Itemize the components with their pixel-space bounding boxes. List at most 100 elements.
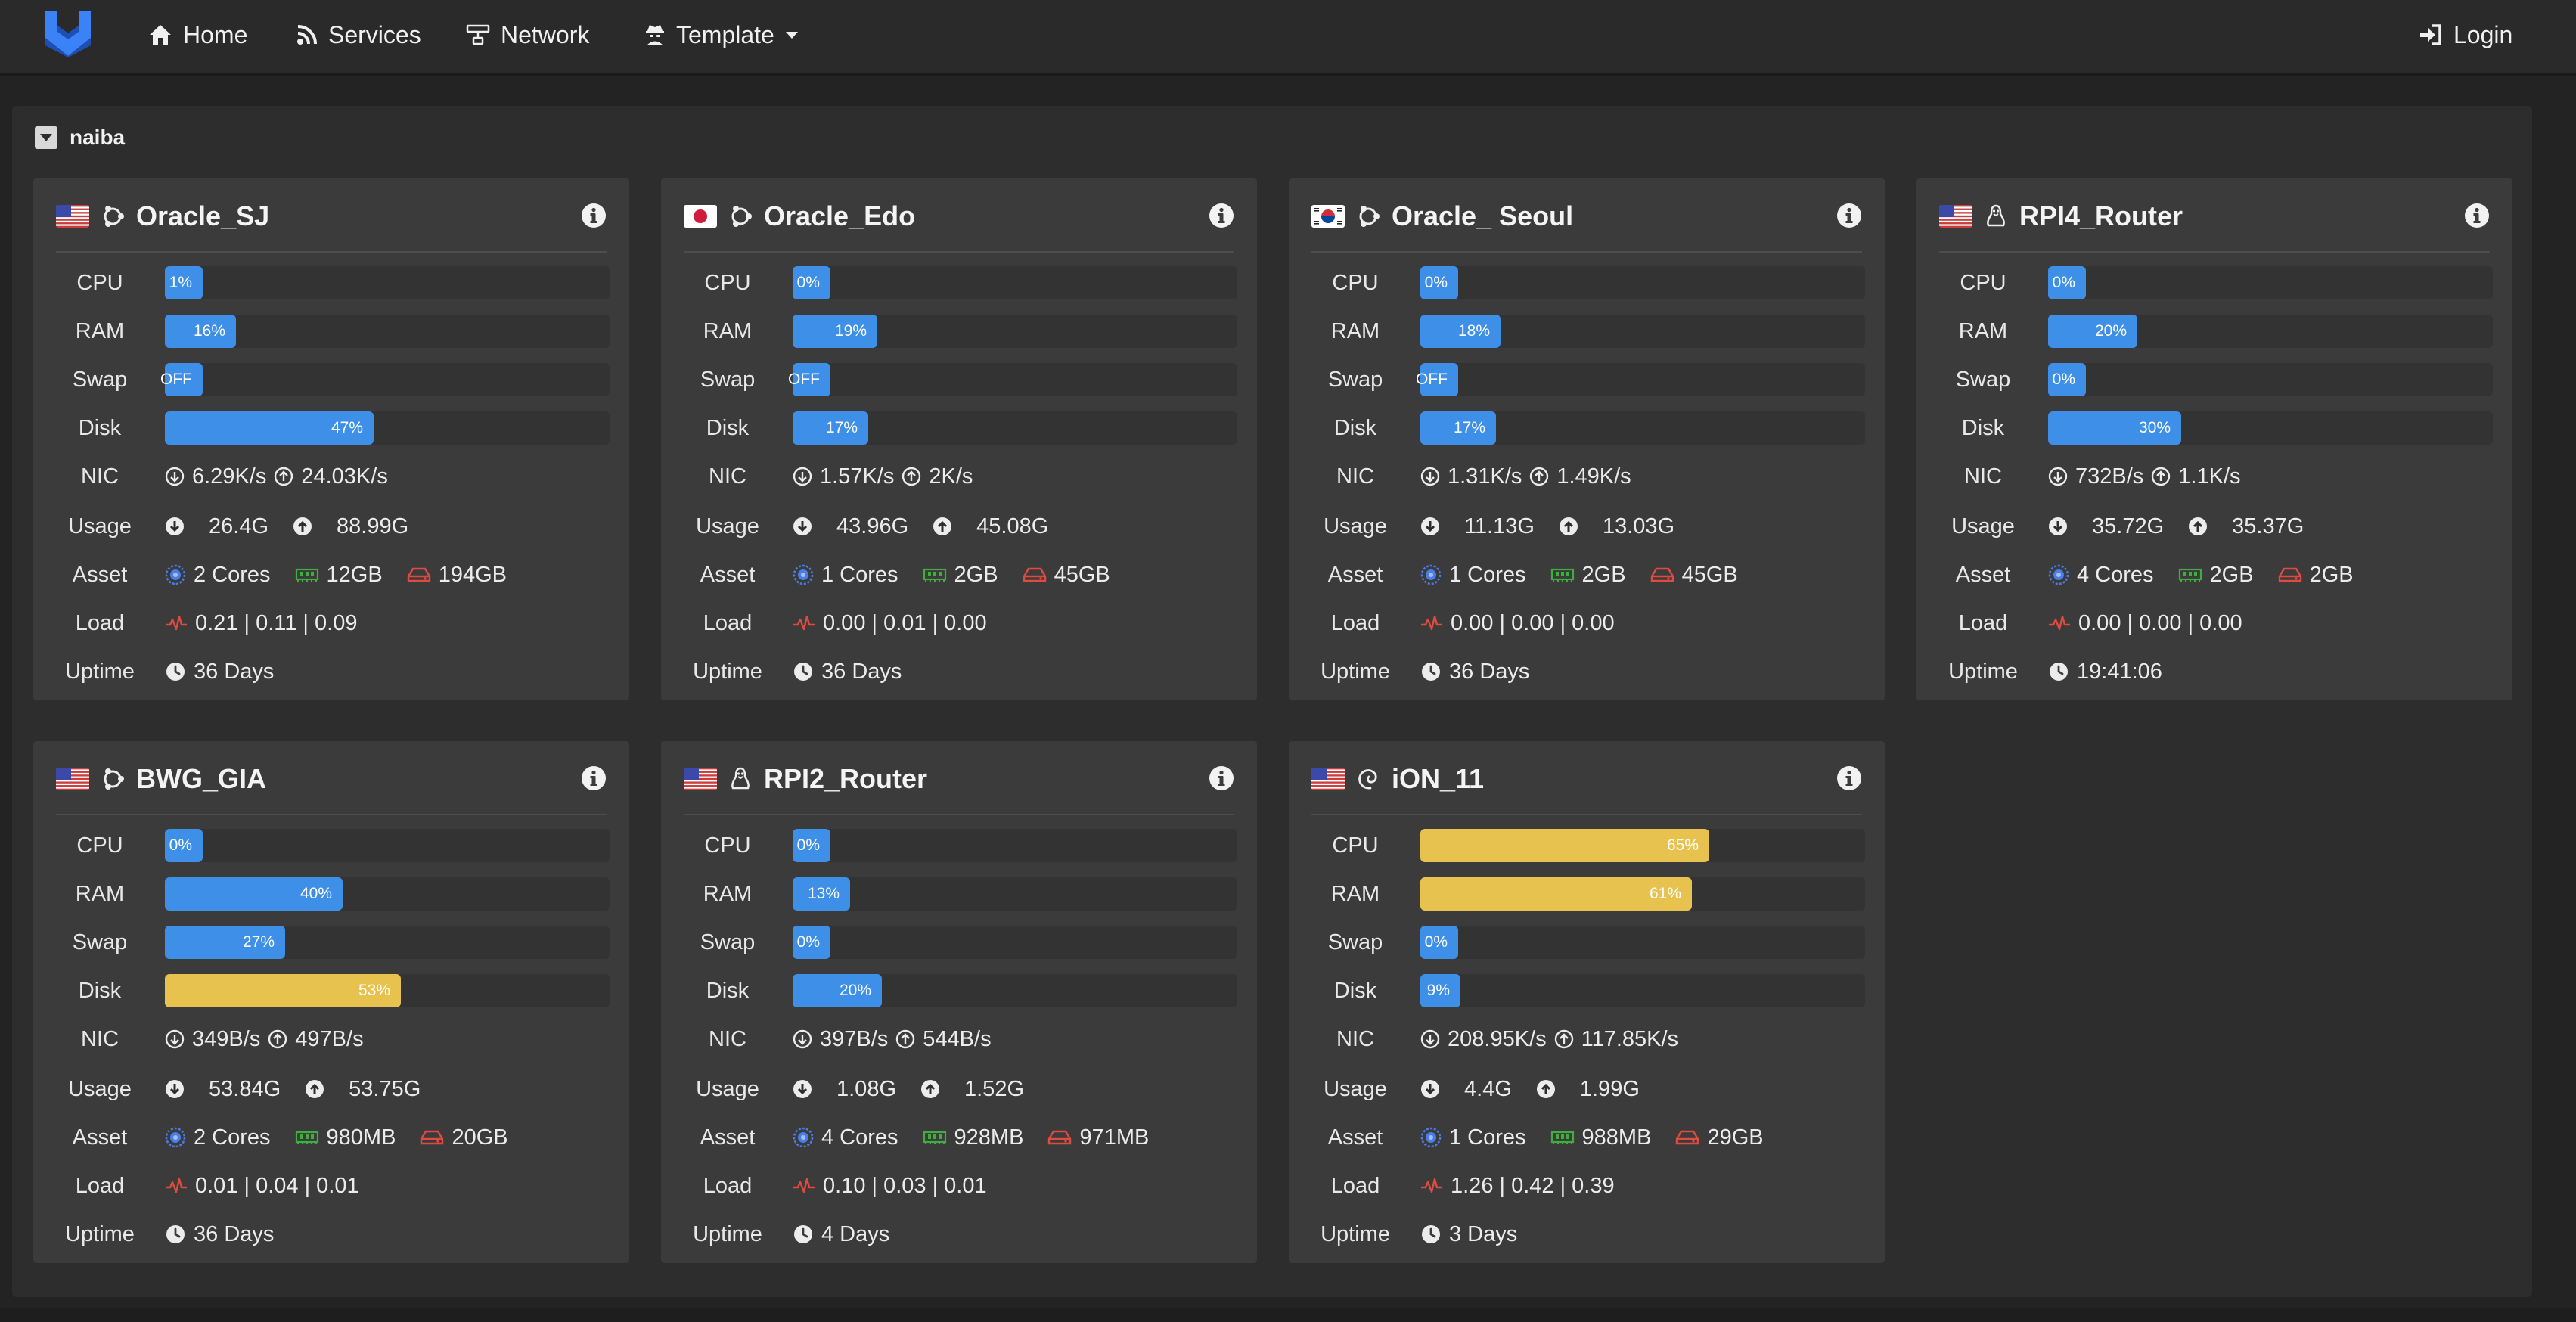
uptime-value: 36 Days	[1449, 659, 1530, 684]
heartbeat-icon	[166, 615, 187, 631]
usage-down: 35.72G	[2092, 514, 2165, 538]
nic-up-speed: 1.1K/s	[2178, 464, 2241, 489]
nav-login-label: Login	[2453, 20, 2513, 48]
server-card-header: Oracle_ Seoul	[1311, 195, 1862, 237]
row-ram: RAM 61%	[1289, 876, 1885, 912]
disk-total: 45GB	[1681, 562, 1738, 587]
load-average: 1.26 | 0.42 | 0.39	[1420, 1174, 1615, 1199]
info-icon[interactable]	[2464, 203, 2490, 228]
nav-home[interactable]: Home	[148, 17, 247, 53]
hard-drive-icon	[1048, 1130, 1072, 1145]
clock-icon	[2050, 663, 2068, 681]
nic-up-speed: 1.49K/s	[1556, 464, 1631, 489]
usage-down: 4.4G	[1464, 1076, 1512, 1101]
row-asset: Asset 4 Cores 2GB 2GB	[1916, 557, 2512, 593]
download-icon	[2049, 517, 2067, 535]
collapse-toggle-icon[interactable]	[35, 126, 57, 149]
label-uptime: Uptime	[65, 1221, 135, 1246]
disk-progress-track: 17%	[793, 411, 1237, 445]
swap-percent: 27%	[242, 933, 275, 951]
nav-login[interactable]: Login	[2419, 17, 2512, 53]
group-header[interactable]: naiba	[35, 123, 125, 153]
traffic-usage: 53.84G 53.75G	[165, 1077, 421, 1102]
label-nic: NIC	[81, 1026, 119, 1051]
label-disk: Disk	[706, 415, 750, 440]
cpu-percent: 0%	[2052, 274, 2075, 291]
usage-down: 26.4G	[209, 514, 268, 538]
cpu-progress-bar: 0%	[1420, 266, 1458, 299]
nav-template-dropdown[interactable]: Template	[644, 17, 799, 53]
asset-info: 4 Cores 2GB 2GB	[2048, 563, 2354, 588]
cpu-icon	[165, 1127, 186, 1148]
nic-speed: 397B/s 544B/s	[793, 1027, 992, 1052]
disk-progress-track: 20%	[793, 974, 1237, 1007]
disk-progress-bar: 53%	[165, 974, 401, 1007]
label-nic: NIC	[1336, 1026, 1374, 1051]
usage-up: 53.75G	[349, 1076, 421, 1101]
kr-flag-icon	[1311, 205, 1345, 228]
logo-icon[interactable]	[45, 11, 91, 57]
arrow-circle-up-icon	[902, 467, 921, 486]
asset-info: 4 Cores 928MB 971MB	[793, 1125, 1149, 1150]
disk-progress-track: 9%	[1420, 974, 1865, 1007]
nav-services[interactable]: Services	[296, 17, 421, 53]
load-average: 0.00 | 0.01 | 0.00	[793, 611, 987, 636]
memory-total: 12GB	[326, 562, 383, 587]
load-average: 0.00 | 0.00 | 0.00	[2048, 611, 2242, 636]
ram-progress-track: 18%	[1420, 315, 1865, 348]
heartbeat-icon	[2049, 615, 2070, 631]
load-values: 0.21 | 0.11 | 0.09	[195, 610, 358, 635]
row-usage: Usage 11.13G 13.03G	[1289, 508, 1885, 545]
row-uptime: Uptime 36 Days	[1289, 653, 1885, 690]
cpu-progress-track: 0%	[1420, 266, 1865, 299]
row-nic: NIC 6.29K/s 24.03K/s	[33, 458, 629, 495]
download-icon	[166, 517, 184, 535]
info-icon[interactable]	[1836, 203, 1862, 228]
uptime-value: 19:41:06	[2077, 659, 2162, 684]
info-icon[interactable]	[1209, 203, 1234, 228]
info-icon[interactable]	[581, 203, 607, 228]
asset-info: 1 Cores 988MB 29GB	[1420, 1125, 1764, 1150]
label-uptime: Uptime	[65, 659, 135, 684]
row-cpu: CPU 0%	[33, 827, 629, 864]
jp-flag-icon	[684, 205, 717, 228]
download-icon	[166, 1080, 184, 1098]
row-disk: Disk 9%	[1289, 973, 1885, 1009]
cpu-icon	[1420, 1127, 1442, 1148]
load-average: 0.10 | 0.03 | 0.01	[793, 1174, 987, 1199]
heartbeat-icon	[1421, 1178, 1442, 1193]
swap-progress-bar: 0%	[1420, 926, 1458, 959]
label-cpu: CPU	[76, 833, 123, 858]
asset-info: 1 Cores 2GB 45GB	[1420, 563, 1738, 588]
info-icon[interactable]	[1209, 765, 1234, 791]
nav-network[interactable]: Network	[466, 17, 589, 53]
label-swap: Swap	[72, 367, 128, 392]
row-disk: Disk 17%	[1289, 410, 1885, 446]
row-cpu: CPU 0%	[1916, 265, 2512, 301]
usage-up: 1.52G	[964, 1076, 1024, 1101]
memory-icon	[1550, 568, 1574, 582]
nic-speed: 1.57K/s 2K/s	[793, 464, 973, 489]
row-uptime: Uptime 4 Days	[661, 1216, 1257, 1252]
server-card-header: iON_11	[1311, 758, 1862, 800]
usage-up: 88.99G	[337, 514, 409, 538]
card-divider	[56, 814, 607, 815]
row-uptime: Uptime 36 Days	[661, 653, 1257, 690]
load-values: 0.00 | 0.00 | 0.00	[1451, 610, 1615, 635]
row-swap: Swap 27%	[33, 924, 629, 960]
row-asset: Asset 1 Cores 2GB 45GB	[1289, 557, 1885, 593]
info-icon[interactable]	[581, 765, 607, 791]
usage-down: 1.08G	[836, 1076, 896, 1101]
ram-progress-track: 40%	[165, 877, 610, 911]
ram-progress-bar: 18%	[1420, 315, 1501, 348]
ram-percent: 40%	[299, 885, 332, 902]
row-disk: Disk 30%	[1916, 410, 2512, 446]
hard-drive-icon	[2278, 567, 2301, 582]
load-values: 0.00 | 0.00 | 0.00	[2078, 610, 2242, 635]
hard-drive-icon	[1676, 1130, 1699, 1145]
memory-total: 2GB	[2209, 562, 2254, 587]
label-disk: Disk	[1333, 978, 1377, 1003]
nav-home-label: Home	[183, 20, 248, 48]
info-icon[interactable]	[1836, 765, 1862, 791]
row-load: Load 0.00 | 0.01 | 0.00	[661, 605, 1257, 641]
